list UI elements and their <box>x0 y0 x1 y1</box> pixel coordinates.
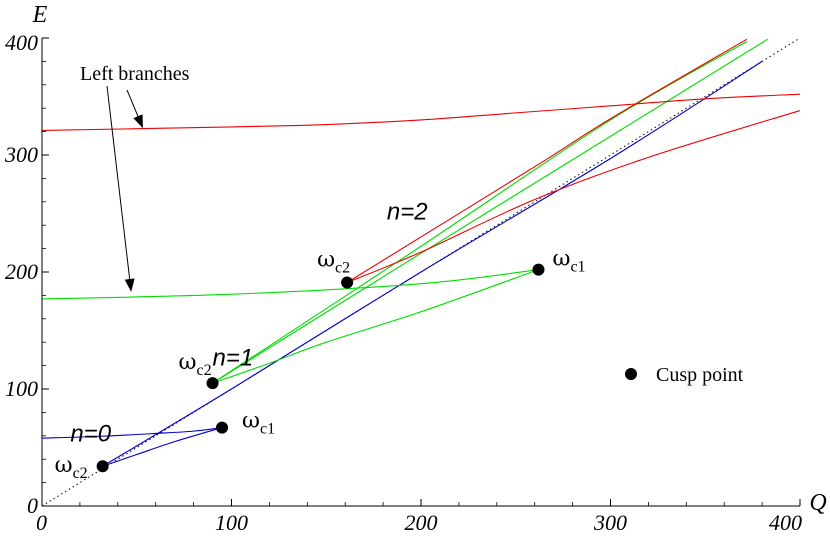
cusp-point <box>341 276 354 289</box>
curve-n0-1 <box>102 427 223 467</box>
cusp-label-subscript: c2 <box>197 362 212 379</box>
cusp-label-symbol: ω <box>179 350 197 375</box>
curve-n0-2 <box>102 60 763 467</box>
x-tick-label: 400 <box>769 510 802 535</box>
left-branches-label: Left branches <box>80 63 190 85</box>
x-tick-label: 100 <box>215 510 248 535</box>
cusp-label: ωc2 <box>179 350 212 379</box>
y-tick-label: 400 <box>5 30 38 55</box>
curve-n1-6 <box>212 38 769 384</box>
cusp-label-symbol: ω <box>55 453 73 478</box>
curve-n2-9 <box>346 38 748 283</box>
cusp-points-layer <box>96 263 637 473</box>
y-axis-title: E <box>32 2 48 28</box>
y-tick-label: 100 <box>5 376 38 401</box>
curve-n2-7 <box>41 93 801 131</box>
x-tick-label: 200 <box>405 510 438 535</box>
labels-layer: 0 100 200 300 4000100200300400EQn=0n=1n=2ωc2… <box>4 2 827 535</box>
cusp-label: ωc2 <box>317 248 350 277</box>
curve-n1-4 <box>212 269 539 384</box>
arrow-to-n1 <box>106 85 135 292</box>
legend-label: Cusp point <box>656 364 744 386</box>
cusp-point <box>96 460 109 473</box>
x-tick-label: 300 <box>593 510 627 535</box>
branch-label-2: n=2 <box>387 198 428 225</box>
branch-label-1: n=1 <box>213 345 254 372</box>
curve-n1-3 <box>41 269 539 300</box>
curves-layer <box>41 37 801 507</box>
cusp-label: ωc2 <box>55 453 88 482</box>
cusp-label-subscript: c1 <box>260 421 275 438</box>
cusp-label-subscript: c2 <box>335 260 350 277</box>
cusp-label-subscript: c2 <box>73 465 88 482</box>
cusp-point <box>206 377 219 390</box>
y-tick-label: 0 <box>27 493 38 518</box>
branch-label-0: n=0 <box>70 421 111 448</box>
cusp-point <box>216 421 229 434</box>
cusp-label-subscript: c1 <box>570 259 585 276</box>
cusp-point <box>532 263 545 276</box>
cusp-label-symbol: ω <box>317 248 335 273</box>
arrow-to-n2 <box>126 89 144 129</box>
curve-n2-8 <box>346 110 801 284</box>
cusp-label: ωc1 <box>242 409 275 438</box>
cusp-label: ωc1 <box>552 247 585 276</box>
legend-marker <box>625 368 637 380</box>
curve-n0-0 <box>41 427 223 439</box>
y-tick-label: 200 <box>5 259 38 284</box>
cusp-label-symbol: ω <box>242 409 260 434</box>
cusp-label-symbol: ω <box>552 247 570 272</box>
x-tick-label: 0 <box>36 510 47 535</box>
curve-n1-5 <box>212 41 748 384</box>
axes-layer <box>41 37 801 507</box>
y-tick-label: 300 <box>4 142 38 167</box>
x-axis-title: Q <box>809 490 826 516</box>
